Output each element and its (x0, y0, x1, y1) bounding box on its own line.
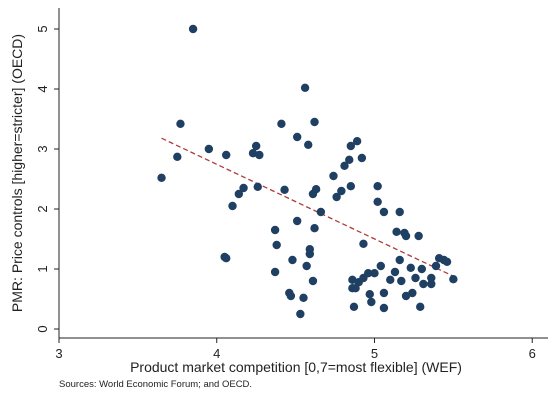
data-point (373, 182, 382, 191)
y-axis-title: PMR: Price controls [higher=stricter] (O… (9, 34, 25, 312)
data-point (286, 291, 296, 301)
data-point (363, 269, 373, 278)
data-point (204, 144, 214, 154)
data-point (234, 189, 244, 199)
data-point (348, 275, 357, 284)
data-point (376, 261, 385, 271)
data-point (352, 137, 362, 146)
data-point (332, 192, 341, 202)
data-point (346, 141, 356, 151)
data-point (173, 152, 182, 161)
data-point (367, 297, 376, 307)
x-tick-label: 5 (371, 346, 378, 361)
data-point (357, 153, 367, 163)
data-point (431, 261, 441, 271)
data-point (442, 257, 452, 266)
data-point (222, 254, 231, 263)
data-point (270, 267, 280, 277)
data-point (277, 119, 286, 128)
data-point (379, 207, 389, 217)
data-point (310, 117, 319, 127)
data-point (392, 227, 401, 236)
data-point (411, 273, 420, 283)
data-point (255, 150, 264, 160)
y-tick-label: 0 (35, 325, 50, 332)
data-point (386, 275, 395, 284)
x-axis-ticks: 3 4 5 6 (55, 338, 536, 361)
data-point (272, 240, 281, 250)
data-point (365, 290, 374, 299)
data-point (228, 201, 237, 211)
data-point (308, 276, 318, 286)
data-point (176, 119, 185, 128)
data-point (296, 309, 305, 319)
data-point (427, 279, 436, 289)
axes: 0 1 2 3 4 5 3 4 5 6 (35, 8, 548, 361)
data-point (401, 231, 411, 241)
x-tick-label: 6 (529, 346, 536, 361)
data-point (414, 231, 423, 241)
data-point (157, 173, 166, 182)
data-point (311, 185, 321, 194)
source-note: Sources: World Economic Forum; and OECD. (59, 379, 253, 390)
data-point (316, 207, 326, 217)
y-tick-label: 3 (35, 145, 50, 152)
y-axis-ticks: 0 1 2 3 4 5 (35, 25, 59, 333)
data-point (239, 183, 248, 193)
y-tick-label: 4 (35, 85, 50, 92)
data-point (419, 279, 428, 289)
data-point (302, 261, 311, 271)
data-point (292, 216, 302, 226)
data-point (253, 182, 262, 191)
data-point (395, 207, 404, 217)
y-tick-label: 5 (35, 25, 50, 32)
data-point (345, 155, 354, 164)
data-point (449, 275, 458, 284)
data-point (340, 161, 349, 170)
data-point (299, 293, 308, 302)
data-point (406, 263, 415, 272)
data-point (251, 141, 261, 151)
data-point (337, 186, 346, 196)
data-point (416, 302, 425, 311)
data-point (373, 197, 382, 206)
data-point (188, 24, 198, 34)
x-axis-title: Product market competition [0,7=most fle… (130, 359, 462, 375)
data-point (408, 288, 417, 298)
x-tick-label: 4 (213, 346, 220, 361)
data-point (222, 150, 231, 160)
y-tick-label: 1 (35, 265, 50, 272)
data-point (390, 267, 400, 277)
data-point (310, 224, 319, 233)
data-point (248, 149, 258, 158)
x-tick-label: 3 (55, 346, 62, 361)
data-point (329, 171, 338, 181)
data-point (427, 273, 436, 283)
data-point (379, 303, 389, 313)
data-point (401, 291, 411, 301)
data-point (359, 239, 368, 248)
data-point (349, 302, 359, 311)
trend-line (161, 137, 454, 277)
data-point (292, 132, 302, 142)
data-point (346, 182, 356, 191)
data-point (417, 264, 427, 274)
data-point (379, 288, 389, 298)
data-point (304, 140, 313, 149)
data-point (300, 83, 310, 93)
y-tick-label: 2 (35, 205, 50, 212)
data-point (288, 255, 297, 265)
data-point (270, 225, 280, 235)
data-point (395, 255, 404, 265)
data-point (305, 245, 315, 254)
data-point (397, 276, 406, 286)
data-point (280, 185, 289, 194)
data-points (157, 24, 458, 319)
data-point (370, 269, 379, 278)
